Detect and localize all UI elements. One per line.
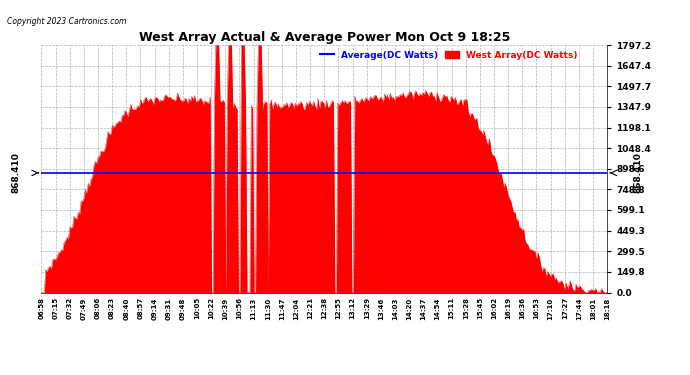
Text: Copyright 2023 Cartronics.com: Copyright 2023 Cartronics.com <box>7 17 126 26</box>
Text: 868.410: 868.410 <box>634 153 643 194</box>
Legend: Average(DC Watts), West Array(DC Watts): Average(DC Watts), West Array(DC Watts) <box>317 47 581 63</box>
Title: West Array Actual & Average Power Mon Oct 9 18:25: West Array Actual & Average Power Mon Oc… <box>139 31 510 44</box>
Text: 868.410: 868.410 <box>12 153 21 194</box>
